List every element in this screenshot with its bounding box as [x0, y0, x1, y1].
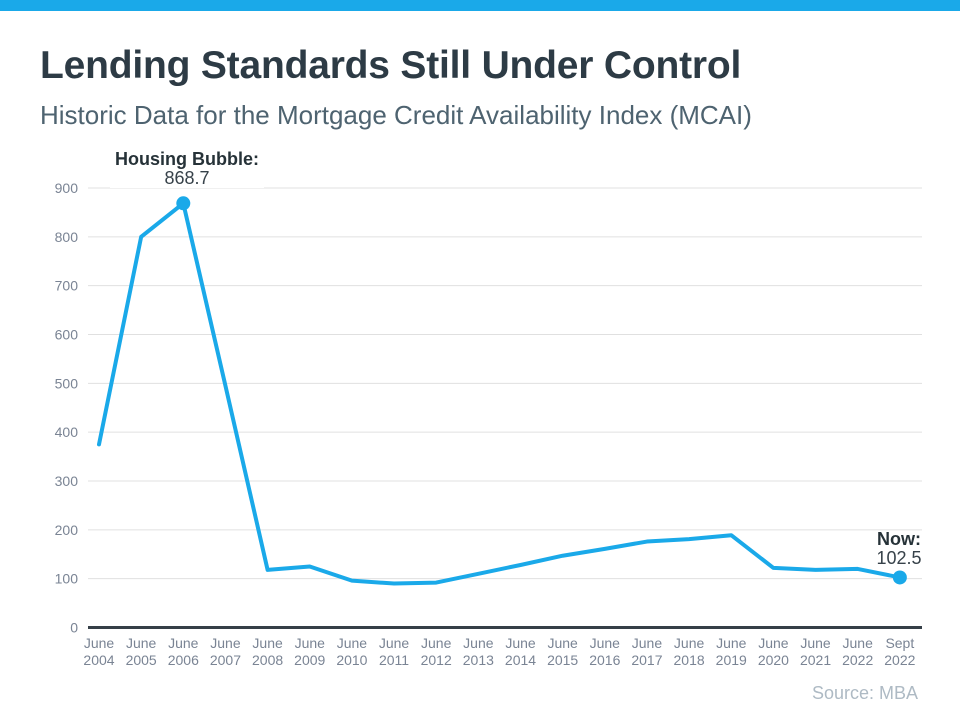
x-tick-label-year: 2022 — [842, 652, 873, 668]
x-tick-label-month: June — [337, 635, 368, 651]
x-tick-label-month: Sept — [885, 635, 914, 651]
x-tick-label-month: June — [800, 635, 831, 651]
x-tick-label-month: June — [379, 635, 410, 651]
x-tick-label-month: June — [716, 635, 747, 651]
annotation-label: Housing Bubble: — [115, 149, 259, 169]
y-tick-label: 800 — [55, 229, 79, 245]
x-tick-label-year: 2018 — [674, 652, 705, 668]
y-tick-label: 100 — [55, 571, 79, 587]
x-tick-label-month: June — [84, 635, 115, 651]
x-tick-label-year: 2017 — [631, 652, 662, 668]
x-tick-label-month: June — [126, 635, 157, 651]
page-title: Lending Standards Still Under Control — [40, 44, 742, 87]
y-tick-label: 600 — [55, 327, 79, 343]
mcai-line-chart: 0100200300400500600700800900June2004June… — [55, 180, 922, 668]
x-tick-label-year: 2010 — [336, 652, 367, 668]
data-point-marker — [892, 570, 907, 585]
x-tick-label-year: 2011 — [379, 652, 409, 668]
y-tick-label: 900 — [55, 180, 79, 196]
x-tick-label-month: June — [632, 635, 663, 651]
y-tick-label: 300 — [55, 473, 79, 489]
x-tick-label-month: June — [210, 635, 241, 651]
annotation-value: 868.7 — [164, 168, 210, 188]
x-tick-label-month: June — [843, 635, 874, 651]
x-tick-label-month: June — [505, 635, 536, 651]
x-tick-label-month: June — [463, 635, 494, 651]
x-tick-label-year: 2019 — [716, 652, 747, 668]
x-tick-label-month: June — [674, 635, 705, 651]
x-tick-label-month: June — [758, 635, 789, 651]
annotation-housing-bubble: Housing Bubble: 868.7 — [110, 150, 264, 188]
x-tick-label-year: 2012 — [421, 652, 452, 668]
x-tick-label-year: 2021 — [800, 652, 831, 668]
source-credit: Source: MBA — [811, 683, 918, 703]
x-tick-label-year: 2013 — [463, 652, 494, 668]
x-tick-label-month: June — [547, 635, 578, 651]
x-tick-label-year: 2004 — [83, 652, 114, 668]
x-tick-label-year: 2014 — [505, 652, 536, 668]
x-tick-label-year: 2015 — [547, 652, 578, 668]
y-tick-label: 0 — [70, 620, 78, 636]
x-tick-label-year: 2006 — [168, 652, 199, 668]
data-point-marker — [176, 196, 191, 211]
x-tick-label-month: June — [421, 635, 452, 651]
x-tick-label-month: June — [590, 635, 621, 651]
x-tick-label-month: June — [252, 635, 283, 651]
x-tick-label-year: 2008 — [252, 652, 283, 668]
annotation-now: Now: 102.5 — [876, 530, 921, 568]
x-tick-label-year: 2009 — [294, 652, 325, 668]
x-tick-label-year: 2007 — [210, 652, 241, 668]
x-tick-label-year: 2016 — [589, 652, 620, 668]
y-tick-label: 200 — [55, 522, 79, 538]
annotation-value: 102.5 — [876, 548, 922, 568]
x-tick-label-year: 2022 — [884, 652, 915, 668]
page-subtitle: Historic Data for the Mortgage Credit Av… — [40, 100, 752, 130]
x-tick-label-year: 2005 — [126, 652, 157, 668]
top-accent-bar — [0, 0, 960, 11]
y-tick-label: 500 — [55, 375, 79, 391]
x-tick-label-year: 2020 — [758, 652, 789, 668]
mcai-line — [97, 201, 902, 586]
x-tick-label-month: June — [295, 635, 326, 651]
x-tick-label-month: June — [168, 635, 199, 651]
annotation-label: Now: — [876, 529, 921, 549]
y-tick-label: 400 — [55, 424, 79, 440]
chart-area: 0 100 200 300 400 500 600 700 800 900 June 2004 June… — [0, 140, 960, 720]
y-tick-label: 700 — [55, 278, 79, 294]
